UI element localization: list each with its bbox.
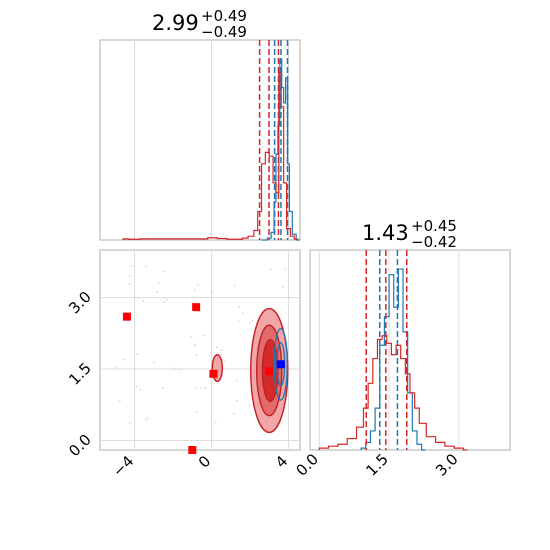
sample-dot [128,275,131,278]
sample-dot [235,399,238,402]
sample-dot [203,334,205,337]
sample-dot [156,290,158,293]
sample-dot [157,282,160,284]
title-minus: −0.49 [201,23,247,41]
sample-dot [118,400,121,403]
x-tick-label: 4 [272,452,291,471]
sample-dot [128,282,131,285]
x-tick-label: 3.0 [432,450,462,480]
marker-point [192,303,201,312]
histogram-step [122,71,299,240]
sample-dot [123,358,125,361]
sample-dot [195,387,197,390]
sample-dot [248,403,251,406]
sample-dot [162,270,165,273]
x-tick-labels: −4 0 4 [109,452,291,480]
sample-dot [287,394,290,397]
x-tick-label: 0 [195,452,214,471]
sample-dot [282,285,284,288]
sample-dot [211,290,214,293]
title-plus: +0.49 [201,7,247,25]
sample-dot [153,361,156,364]
panel-grid [134,40,289,240]
marker-point [188,446,197,454]
panel-frame [99,39,301,241]
sample-dot [215,346,218,349]
panel-bottom-right: 1.43 +0.45 −0.42 0.0 1.5 3.0 [293,217,511,480]
sample-dot [145,265,148,268]
sample-dot [269,268,272,271]
sample-dot [178,368,180,371]
sample-dot [193,345,196,347]
sample-dot [135,385,138,388]
y-tick-labels: 0.0 1.5 3.0 [65,288,95,460]
sample-dot [284,268,287,271]
sample-dot [199,387,202,389]
y-tick-label: 0.0 [65,431,95,461]
y-tick-label: 3.0 [65,288,95,318]
marker-point [265,367,274,376]
sample-dot [129,421,132,424]
sample-dot [142,300,145,302]
histogram-step [318,335,468,451]
x-tick-label: 1.5 [362,450,392,480]
sample-dot [139,389,141,391]
sample-dot [163,301,166,303]
sample-dot [193,289,196,292]
panel-top-left: 2.99 +0.49 −0.49 [99,7,301,241]
title-value: 2.99 [152,11,199,35]
sample-dot [251,319,254,322]
marker-point [122,312,131,321]
sample-dot [220,353,223,356]
sample-dot [137,296,139,299]
sample-dot [204,387,207,390]
sample-dot [214,421,217,424]
marker-points [122,303,285,454]
sample-dot [237,320,240,323]
histograms [318,250,468,451]
sample-dot [144,419,147,422]
sample-dot [190,336,193,338]
sample-dot [130,264,133,267]
blue-contour [273,327,289,401]
sample-dot [249,321,252,324]
sample-dot [115,367,118,369]
sample-dot [146,417,149,419]
sample-dot [162,386,165,389]
panel-frame [309,249,511,451]
histogram-step [360,268,426,451]
x-tick-labels: 0.0 1.5 3.0 [293,450,462,480]
marker-point [276,360,285,369]
sample-dot [196,284,199,286]
sample-dot [136,353,139,356]
sample-dot [242,312,245,315]
sample-dot [194,343,197,346]
x-tick-label: 0.0 [293,450,323,480]
sample-dot [238,305,241,308]
sample-dot [235,379,238,382]
histograms [122,40,301,241]
sample-dot [195,354,198,356]
title-value: 1.43 [362,221,409,245]
title-minus: −0.42 [411,233,457,251]
sample-dot [220,349,223,352]
sample-dot [233,412,236,415]
sample-dot [165,298,168,301]
panel-bottom-left: −4 0 4 0.0 1.5 3.0 [65,249,301,480]
marker-point [209,369,218,378]
sample-dot [195,410,198,413]
x-tick-label: −4 [109,452,137,480]
sample-dot [223,360,226,363]
title-plus: +0.45 [411,217,457,235]
y-tick-label: 1.5 [65,359,95,389]
sample-dot [172,367,175,370]
sample-dot [233,284,236,287]
